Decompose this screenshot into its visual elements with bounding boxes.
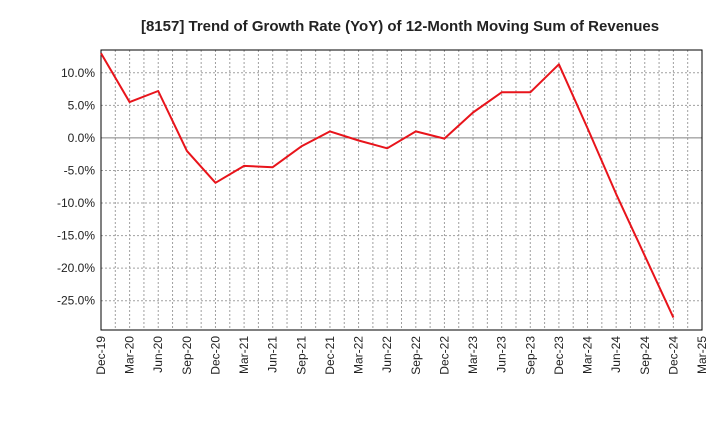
x-tick-label: Dec-21 bbox=[323, 336, 337, 375]
x-tick-label: Jun-21 bbox=[266, 336, 280, 373]
y-tick-label: 5.0% bbox=[68, 98, 96, 112]
y-tick-label: -20.0% bbox=[57, 261, 95, 275]
x-tick-label: Mar-23 bbox=[466, 336, 480, 374]
x-tick-label: Dec-23 bbox=[552, 336, 566, 375]
x-tick-label: Dec-19 bbox=[94, 336, 108, 375]
chart-title: [8157] Trend of Growth Rate (YoY) of 12-… bbox=[141, 18, 659, 35]
series-line bbox=[100, 52, 675, 319]
y-axis: 10.0% 5.0% 0.0% -5.0% -10.0% -15.0% -20.0% -25.… bbox=[57, 66, 95, 308]
x-tick-label: Jun-20 bbox=[151, 336, 165, 373]
grid bbox=[101, 50, 702, 330]
y-tick-label: 0.0% bbox=[68, 131, 96, 145]
x-tick-label: Mar-21 bbox=[237, 336, 251, 374]
x-tick-label: Jun-22 bbox=[380, 336, 394, 373]
x-axis: Dec-19 Mar-20 Jun-20 Sep-20 Dec-20 Mar-21 Jun-… bbox=[94, 336, 709, 375]
y-tick-label: -10.0% bbox=[57, 196, 95, 210]
x-tick-label: Jun-23 bbox=[495, 336, 509, 373]
x-tick-label: Dec-24 bbox=[666, 336, 680, 375]
x-tick-label: Dec-22 bbox=[437, 336, 451, 375]
y-tick-label: -5.0% bbox=[64, 163, 96, 177]
x-tick-label: Sep-24 bbox=[638, 336, 652, 375]
x-tick-label: Mar-25 bbox=[695, 336, 709, 374]
y-tick-label: -15.0% bbox=[57, 229, 95, 243]
x-tick-label: Sep-23 bbox=[523, 336, 537, 375]
y-tick-label: 10.0% bbox=[61, 66, 95, 80]
x-tick-label: Mar-22 bbox=[352, 336, 366, 374]
x-tick-label: Mar-24 bbox=[581, 336, 595, 374]
series-layer bbox=[100, 52, 675, 319]
x-tick-label: Jun-24 bbox=[609, 336, 623, 373]
plot-area bbox=[100, 49, 703, 331]
x-tick-label: Sep-22 bbox=[409, 336, 423, 375]
x-tick-label: Mar-20 bbox=[123, 336, 137, 374]
x-tick-label: Sep-21 bbox=[294, 336, 308, 375]
y-tick-label: -25.0% bbox=[57, 294, 95, 308]
x-tick-label: Dec-20 bbox=[208, 336, 222, 375]
x-tick-label: Sep-20 bbox=[180, 336, 194, 375]
